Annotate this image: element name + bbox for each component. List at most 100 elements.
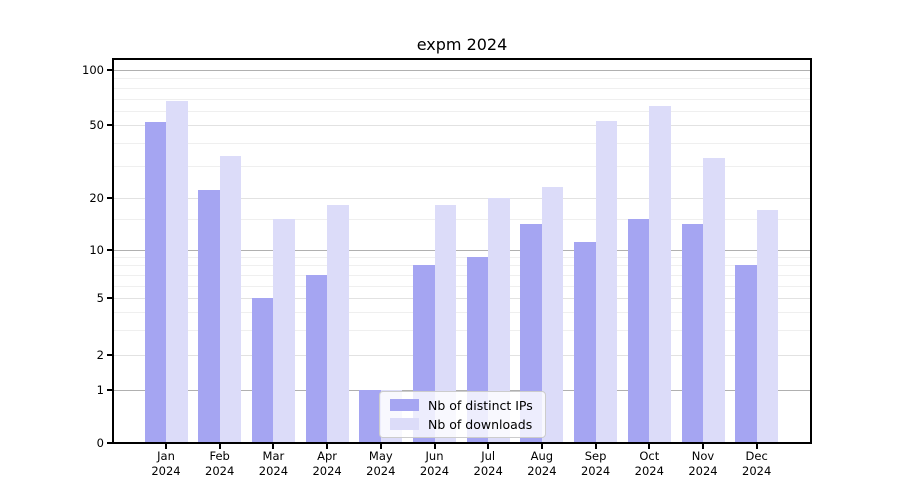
bar-distinct-ips-mar [251, 298, 274, 443]
y-tick-label-100: 100 [82, 63, 104, 77]
gridline-minor-y-9 [114, 256, 811, 258]
legend-item-downloads: Nb of downloads [390, 417, 535, 432]
gridline-major-y-2 [114, 355, 811, 356]
y-tick-label-2: 2 [96, 348, 104, 362]
bar-downloads-mar [273, 219, 295, 443]
gridline-minor-y-80 [114, 87, 811, 89]
gridline-minor-y-8 [114, 265, 811, 267]
x-tick-mark-feb [218, 444, 221, 449]
bar-distinct-ips-nov [681, 224, 703, 443]
bar-downloads-jan [166, 100, 188, 443]
bar-distinct-ips-oct [627, 219, 650, 443]
legend: Nb of distinct IPs Nb of downloads [379, 391, 546, 438]
x-tick-label-jun: Jun 2024 [395, 449, 475, 479]
y-tick-label-5: 5 [96, 291, 104, 306]
gridline-minor-y-40 [114, 142, 811, 144]
y-tick-label-50: 50 [89, 118, 104, 133]
bar-distinct-ips-apr [305, 274, 328, 443]
x-tick-mark-dec [755, 444, 758, 449]
bar-downloads-feb [219, 155, 242, 443]
legend-label-distinct-ips: Nb of distinct IPs [428, 397, 533, 413]
bar-distinct-ips-sep [574, 242, 596, 443]
gridline-major-y-1 [114, 389, 811, 391]
x-tick-mark-nov [702, 444, 704, 449]
x-tick-year-jan: 2024 [151, 464, 181, 478]
gridline-major-y-10 [114, 249, 811, 251]
gridline-minor-y-3 [114, 329, 811, 331]
bar-downloads-aug [541, 186, 564, 443]
x-tick-mark-oct [648, 444, 651, 449]
x-tick-mark-jul [487, 444, 490, 449]
x-tick-label-sep: Sep 2024 [556, 449, 636, 479]
x-tick-label-mar: Mar 2024 [233, 449, 313, 479]
x-tick-label-jul: Jul 2024 [448, 449, 528, 479]
x-tick-label-feb: Feb 2024 [180, 449, 260, 479]
x-tick-mark-jan [165, 444, 167, 449]
gridline-minor-y-90 [114, 78, 811, 80]
chart-title: expm 2024 [416, 35, 508, 54]
bar-downloads-sep [595, 120, 618, 443]
x-tick-year-apr: 2024 [312, 464, 342, 478]
gridline-major-y-20 [114, 197, 811, 199]
y-tick-mark-50 [107, 124, 112, 127]
x-tick-mark-aug [540, 444, 543, 449]
gridline-minor-y-6 [114, 285, 811, 287]
bar-downloads-apr [327, 205, 349, 443]
bar-downloads-jul [488, 197, 510, 443]
gridline-minor-y-4 [114, 312, 811, 314]
x-tick-label-nov: Nov 2024 [663, 449, 743, 479]
legend-item-distinct-ips: Nb of distinct IPs [390, 398, 535, 413]
x-tick-year-jul: 2024 [473, 464, 503, 478]
axis-spine-bottom [112, 442, 812, 444]
legend-swatch-downloads [390, 418, 419, 430]
y-tick-label-0: 0 [96, 436, 104, 450]
y-tick-label-10: 10 [89, 242, 104, 257]
gridline-minor-y-15 [114, 219, 811, 221]
y-tick-mark-100 [107, 69, 112, 71]
y-tick-mark-10 [107, 248, 112, 251]
bar-downloads-oct [649, 105, 671, 443]
bar-downloads-nov [703, 158, 725, 443]
x-tick-label-aug: Aug 2024 [502, 449, 582, 479]
bar-distinct-ips-feb [198, 190, 220, 443]
y-tick-label-20: 20 [89, 190, 104, 205]
gridline-minor-y-70 [114, 98, 811, 100]
bar-distinct-ips-jan [144, 122, 166, 443]
axis-spine-top [112, 58, 812, 60]
y-tick-mark-1 [107, 388, 112, 391]
x-tick-year-oct: 2024 [634, 464, 664, 478]
x-tick-year-mar: 2024 [258, 464, 289, 478]
x-tick-mark-apr [326, 444, 329, 449]
legend-swatch-distinct-ips [390, 399, 419, 411]
axis-spine-right [810, 58, 812, 444]
axis-spine-left [112, 58, 114, 444]
x-tick-label-may: May 2024 [341, 449, 421, 479]
bar-distinct-ips-dec [735, 265, 757, 443]
gridline-minor-y-60 [114, 110, 811, 112]
x-tick-label-apr: Apr 2024 [287, 449, 367, 479]
x-tick-label-oct: Oct 2024 [609, 449, 689, 479]
bar-distinct-ips-aug [520, 224, 542, 443]
y-tick-mark-2 [107, 354, 112, 356]
bar-downloads-dec [756, 209, 779, 443]
x-tick-year-dec: 2024 [742, 464, 772, 478]
legend-label-downloads: Nb of downloads [428, 416, 533, 432]
bar-distinct-ips-may [359, 389, 381, 443]
x-tick-year-sep: 2024 [580, 464, 611, 478]
x-tick-mark-mar [272, 444, 275, 449]
x-tick-mark-may [379, 444, 382, 449]
gridline-major-y-50 [114, 125, 811, 127]
bar-downloads-jun [434, 205, 456, 443]
x-tick-mark-sep [594, 444, 597, 449]
x-tick-mark-jun [433, 444, 436, 449]
y-tick-mark-5 [107, 297, 112, 300]
y-tick-mark-20 [107, 196, 112, 199]
gridline-minor-y-30 [114, 165, 811, 167]
x-tick-label-jan: Jan 2024 [126, 449, 206, 479]
x-tick-year-feb: 2024 [205, 464, 235, 478]
gridline-minor-y-7 [114, 274, 811, 276]
x-tick-year-aug: 2024 [527, 464, 557, 478]
y-tick-mark-0 [107, 442, 112, 444]
gridline-major-y-5 [114, 298, 811, 300]
